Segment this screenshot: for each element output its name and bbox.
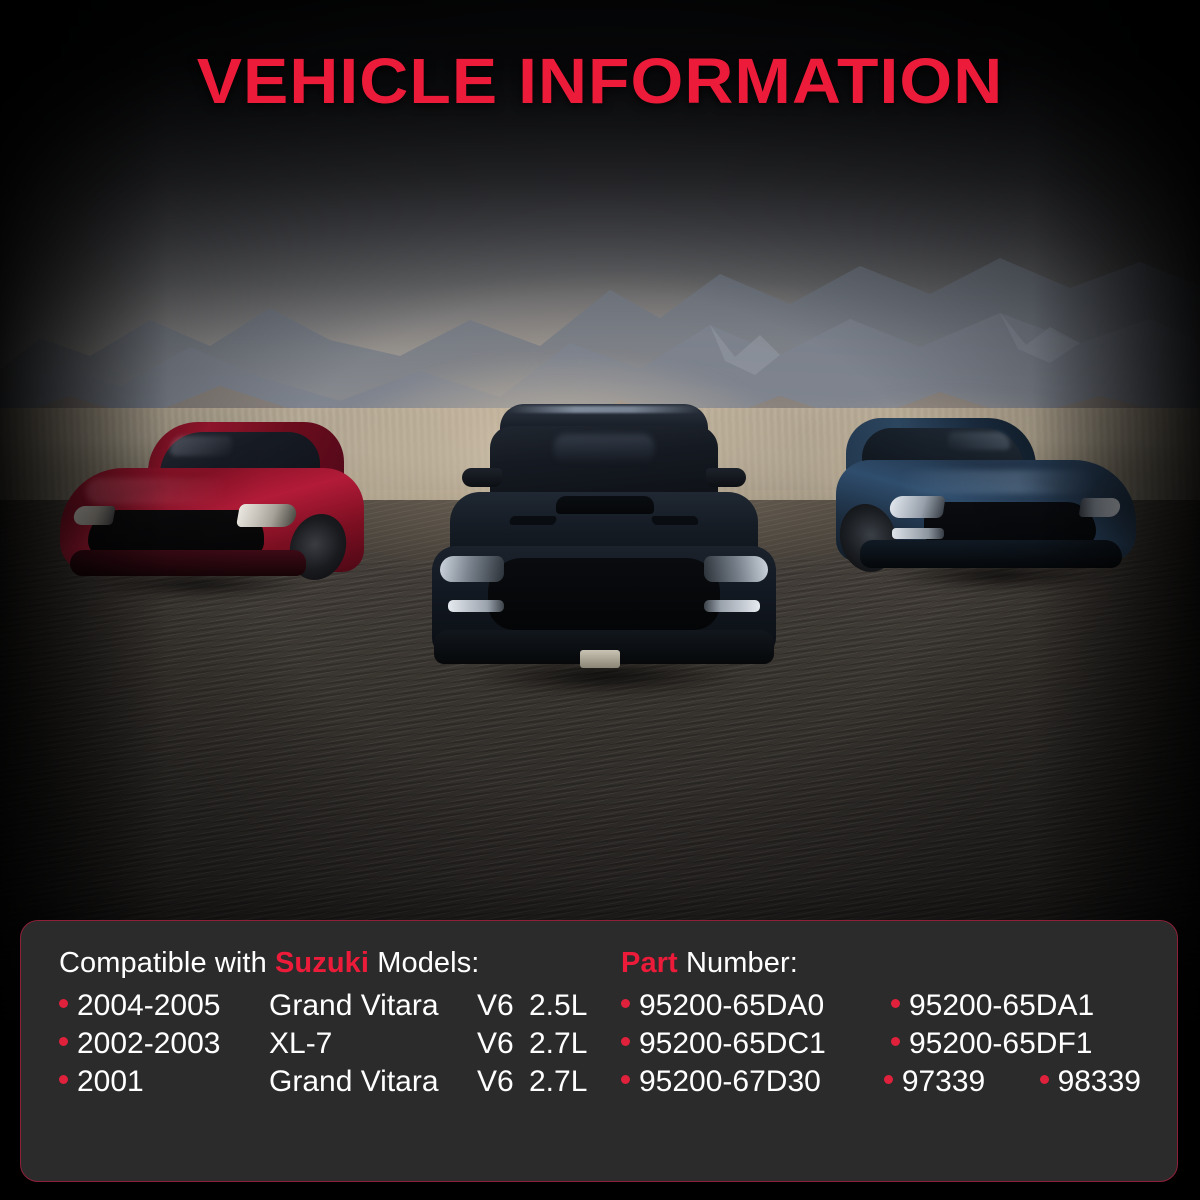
car-left-headlight-left [72,506,116,525]
row-model: Grand Vitara [269,1065,439,1098]
compatibility-column: Compatible with Suzuki Models: 2004-2005… [21,947,621,1099]
car-center-fog-light-left [448,600,504,612]
row-model: Grand Vitara [269,989,439,1022]
row-displacement: 2.5L [529,989,588,1022]
car-left-hood-highlight [86,478,286,504]
part-number-cell: 98339 [1039,1065,1141,1099]
part-number-value: 95200-65DA0 [639,989,825,1022]
bullet-icon [621,1037,630,1046]
bullet-icon [59,1075,68,1084]
bullet-icon [891,999,900,1008]
part-number-value: 95200-67D30 [639,1065,821,1098]
page-title: VEHICLE INFORMATION [196,45,1004,117]
row-displacement: 2.7L [529,1027,588,1060]
part-number-value: 95200-65DC1 [639,1027,826,1060]
compatibility-heading-prefix: Compatible with [59,947,275,979]
car-center-fog-light-right [704,600,760,612]
part-number-cell: 97339 [883,1065,1040,1099]
bullet-icon [1039,1075,1049,1084]
table-row: 2004-2005 Grand Vitara V6 2.5L [59,989,621,1023]
car-right-hood-highlight [900,470,1096,494]
car-center-mirror-right [706,468,746,487]
row-years: 2004-2005 [77,989,221,1022]
part-number-heading-suffix: Number: [677,947,798,979]
bullet-icon [621,1075,630,1084]
row-engine: V6 [477,989,514,1022]
bullet-icon [59,999,68,1008]
part-numbers-column: Part Number: 95200-65DA0 95200-65DA1 [621,947,1141,1099]
car-right-fog-light [892,528,944,539]
part-number-value: 95200-65DA1 [909,989,1095,1022]
table-row: 2001 Grand Vitara V6 2.7L [59,1065,621,1099]
car-left-front-lip [70,550,306,576]
car-center-hood-vent-right [650,516,700,525]
row-years: 2002-2003 [77,1027,221,1060]
car-center-headlight-right [704,556,768,582]
compatibility-heading-suffix: Models: [369,947,480,979]
table-row: 95200-65DC1 95200-65DF1 [621,1027,1141,1061]
row-model: XL-7 [269,1027,333,1060]
bullet-icon [883,1075,893,1084]
part-number-value: 97339 [901,1065,986,1098]
car-center-hood-vent-left [508,516,558,525]
part-number-cell: 95200-65DC1 [621,1027,891,1061]
car-left-red [46,418,376,608]
part-number-value: 95200-65DF1 [909,1027,1093,1060]
car-center-grille [488,558,720,630]
compatibility-rows: 2004-2005 Grand Vitara V6 2.5L 2002-2003… [59,989,621,1099]
part-number-cell: 95200-65DA0 [621,989,891,1023]
car-left-headlight-right [235,504,299,527]
part-number-heading: Part Number: [621,947,1141,980]
part-number-cell: 95200-67D30 [621,1065,884,1099]
table-row: 2002-2003 XL-7 V6 2.7L [59,1027,621,1061]
row-engine: V6 [477,1027,514,1060]
part-number-cell: 95200-65DF1 [891,1027,1141,1061]
car-right-front-lip [860,540,1122,568]
table-row: 95200-67D30 97339 98339 [621,1065,1141,1099]
compatibility-heading-brand: Suzuki [274,947,370,979]
part-number-cell: 95200-65DA1 [891,989,1141,1023]
car-center-dark [400,404,810,706]
car-left-glass-highlight [170,436,232,456]
car-center-roof-highlight [508,406,700,413]
car-center-mirror-left [462,468,502,487]
bullet-icon [621,999,630,1008]
car-right-headlight-left [888,496,946,518]
row-displacement: 2.7L [529,1065,588,1098]
part-number-value: 98339 [1057,1065,1141,1098]
car-right-blue [828,412,1158,602]
car-center-license-plate [580,650,620,668]
vehicle-info-panel: Compatible with Suzuki Models: 2004-2005… [20,920,1178,1182]
part-number-heading-prefix: Part [621,947,678,979]
table-row: 95200-65DA0 95200-65DA1 [621,989,1141,1023]
car-right-headlight-right [1078,498,1122,517]
car-right-glass-highlight [948,432,1010,450]
compatibility-heading: Compatible with Suzuki Models: [59,947,621,980]
row-years: 2001 [77,1065,144,1098]
bullet-icon [891,1037,900,1046]
bullet-icon [59,1037,68,1046]
car-center-glass-reflection [554,434,654,464]
part-number-rows: 95200-65DA0 95200-65DA1 95200-65DC1 [621,989,1141,1099]
row-engine: V6 [477,1065,514,1098]
car-center-headlight-left [440,556,504,582]
car-center-hood-scoop [556,496,654,514]
